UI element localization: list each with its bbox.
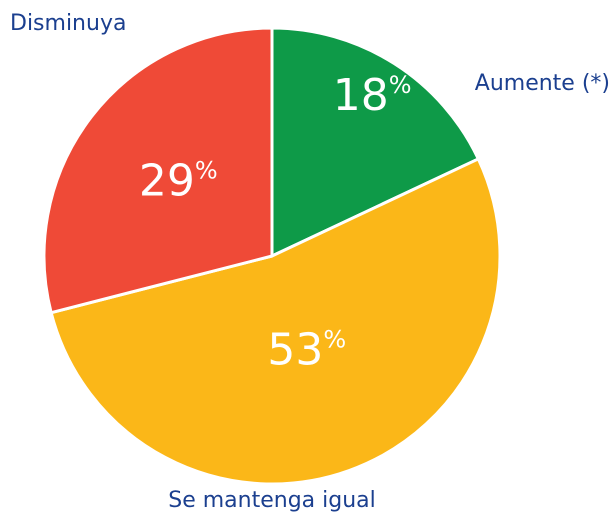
category-label: Disminuya bbox=[10, 11, 126, 36]
value-label: 18% bbox=[333, 70, 412, 121]
pie-slice bbox=[270, 26, 480, 258]
category-label: Aumente (*) bbox=[475, 71, 610, 96]
value-label: 53% bbox=[267, 325, 346, 376]
value-label: 29% bbox=[139, 155, 218, 206]
pie-slice bbox=[49, 157, 502, 486]
category-label: Se mantenga igual bbox=[168, 488, 376, 513]
pie-slice bbox=[42, 26, 274, 315]
